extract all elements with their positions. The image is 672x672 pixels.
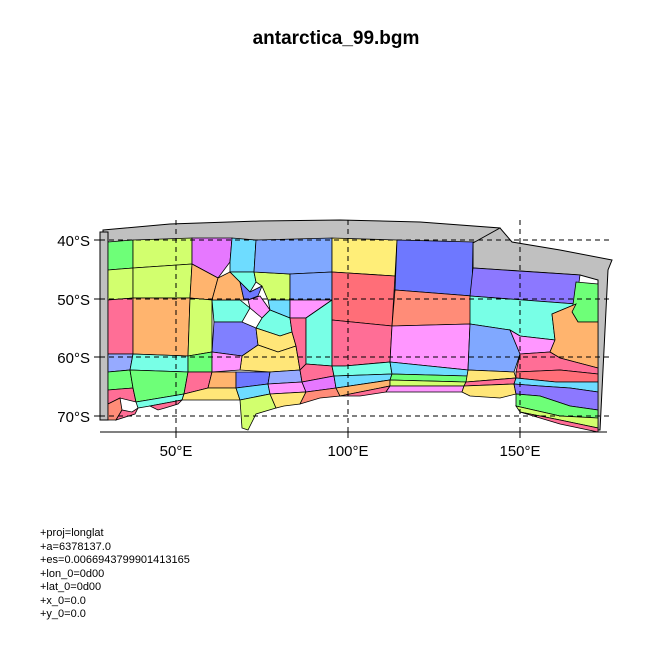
box-polygon (187, 297, 213, 357)
box-polygon (229, 237, 257, 273)
proj-line: +es=0.0066943799901413165 (40, 554, 190, 566)
x-tick-label: 150°E (499, 443, 540, 460)
x-tick-label: 50°E (160, 443, 193, 460)
box-polygon (467, 323, 521, 373)
box-polygon (115, 406, 140, 421)
box-polygon (107, 369, 134, 391)
box-polygon (331, 237, 398, 277)
axes (94, 239, 607, 438)
box-polygon (191, 237, 233, 279)
box-polygon (391, 289, 473, 327)
box-polygon (253, 237, 333, 275)
x-tick-label: 100°E (327, 443, 368, 460)
box-polygon (132, 297, 191, 357)
box-polygon (107, 297, 134, 355)
box-polygon (148, 399, 184, 411)
box-polygon (571, 281, 599, 323)
box-polygon (549, 303, 599, 369)
box-polygon (461, 383, 517, 399)
box-polygon (132, 263, 193, 299)
box-polygon (211, 351, 243, 373)
graticule (100, 220, 612, 432)
y-tick-label: 40°S (57, 233, 90, 250)
box-polygon (107, 239, 134, 271)
y-tick-label: 60°S (57, 350, 90, 367)
proj-line: +proj=longlat (40, 527, 104, 539)
proj-line: +a=6378137.0 (40, 540, 111, 553)
box-polygon (229, 271, 257, 293)
box-polygon (107, 387, 137, 405)
proj-line: +lon_0=0d00 (40, 567, 105, 580)
box-polygon (187, 351, 213, 373)
proj-line: +x_0=0.0 (40, 594, 86, 607)
box-polygon (331, 319, 393, 367)
box-polygon (132, 237, 193, 269)
box-polygon (207, 371, 237, 389)
box-polygon (239, 393, 277, 431)
box-polygon (394, 239, 474, 297)
box-polygon (385, 385, 465, 393)
box-polygon (107, 267, 134, 301)
box-polygon (289, 271, 333, 301)
box-polygon (239, 280, 263, 301)
projection-info: +proj=longlat +a=6378137.0 +es=0.0066943… (40, 527, 190, 622)
y-tick-label: 70°S (57, 409, 90, 426)
proj-line: +y_0=0.0 (40, 608, 86, 620)
map-title: antarctica_99.bgm (252, 28, 420, 49)
box-polygons (107, 237, 599, 433)
y-tick-label: 50°S (57, 292, 90, 309)
land-west-edge (99, 231, 109, 421)
box-polygon (519, 411, 599, 433)
box-polygon (269, 391, 307, 409)
box-polygon (299, 387, 341, 405)
proj-line: +lat_0=0d00 (40, 581, 102, 593)
box-polygon (211, 299, 251, 323)
